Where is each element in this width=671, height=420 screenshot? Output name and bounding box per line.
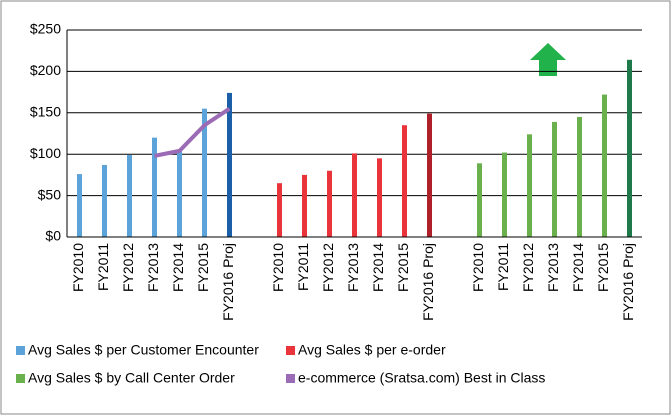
arrow-icon [530,43,566,76]
x-tick-label: FY2011 [295,243,311,291]
bar [202,108,207,237]
bar [402,125,407,237]
x-tick-label: FY2012 [520,243,536,292]
bar [302,174,307,237]
legend-label: e-commerce (Sratsa.com) Best in Class [298,370,545,386]
bar [577,116,582,237]
y-tick-label: $50 [38,186,62,202]
legend-swatch [286,346,295,355]
x-tick-label: FY2011 [95,243,111,291]
x-tick-label: FY2015 [195,243,211,292]
x-tick-label: FY2015 [395,243,411,292]
x-tick-label: FY2013 [145,243,161,292]
x-tick-label: FY2014 [570,243,586,292]
x-tick-label: FY2010 [470,243,486,292]
bar [152,137,157,237]
x-tick-label: FY2014 [370,243,386,292]
x-tick-label: FY2016 Proj [420,243,436,321]
x-tick-label: FY2013 [545,243,561,292]
x-tick-label: FY2012 [120,243,136,292]
legend-label: Avg Sales $ per Customer Encounter [28,342,259,358]
x-tick-label: FY2011 [495,243,511,291]
bar [177,150,182,237]
bar [77,174,82,237]
bar [352,153,357,237]
bar [277,183,282,237]
y-tick-label: $100 [30,145,61,161]
legend-swatch [16,346,25,355]
x-tick-label: FY2010 [270,243,286,292]
bar [627,59,632,237]
y-tick-label: $250 [30,21,61,37]
legend-label: Avg Sales $ by Call Center Order [28,370,235,386]
bar [552,121,557,237]
bar [602,94,607,237]
bar [127,155,132,237]
x-tick-label: FY2016 Proj [620,243,636,321]
x-tick-label: FY2015 [595,243,611,292]
bar [377,158,382,237]
bar [477,163,482,237]
legend-swatch [286,374,295,383]
bar [427,113,432,237]
legend-label: Avg Sales $ per e-order [298,342,446,358]
bar [527,134,532,237]
x-tick-label: FY2012 [320,243,336,292]
bar [327,170,332,237]
x-tick-label: FY2010 [70,243,86,292]
x-tick-label: FY2014 [170,243,186,292]
x-tick-label: FY2016 Proj [220,243,236,321]
bar [227,92,232,237]
line-series [154,106,231,158]
y-tick-label: $0 [45,228,61,244]
bar [502,152,507,237]
x-tick-label: FY2013 [345,243,361,292]
legend-swatch [16,374,25,383]
y-tick-label: $200 [30,62,61,78]
bar [102,164,107,237]
y-tick-label: $150 [30,104,61,120]
